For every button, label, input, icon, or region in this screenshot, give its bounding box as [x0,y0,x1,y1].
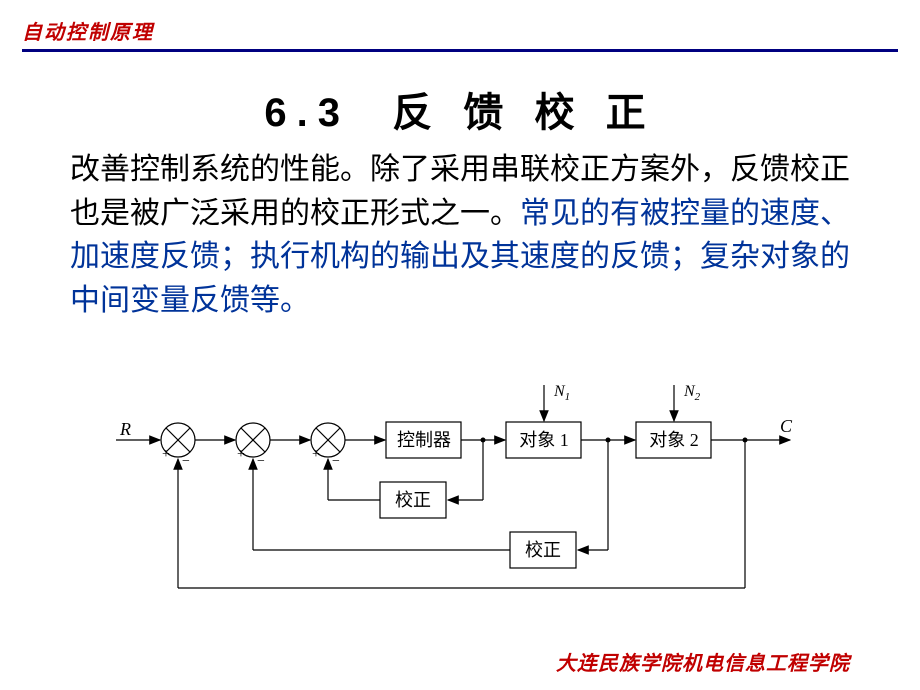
sum1-minus: − [182,454,190,469]
sum3-plus: + [312,447,320,462]
header-divider [22,49,898,52]
sum3-minus: − [332,454,340,469]
input-label: R [119,419,131,439]
course-title: 自动控制原理 [22,16,898,45]
body-paragraph: 改善控制系统的性能。除了采用串联校正方案外，反馈校正也是被广泛采用的校正形式之一… [70,148,860,322]
plant1-label: 对象 1 [519,430,569,450]
sum2-minus: − [257,454,265,469]
correction2-label: 校正 [525,540,561,560]
controller-label: 控制器 [397,430,451,450]
sum2-plus: + [237,447,245,462]
correction1-label: 校正 [395,490,431,510]
sum1-plus: + [162,447,170,462]
section-name: 反 馈 校 正 [392,91,655,135]
n2-label: N2 [683,383,701,403]
block-diagram: R + − + − + − 控制器 对象 1 对象 2 C N1 N2 校正 [110,370,810,600]
slide-header: 自动控制原理 [0,0,920,58]
section-number: 6.3 [264,91,350,135]
plant2-label: 对象 2 [649,430,699,450]
section-title: 6.3 反 馈 校 正 [0,80,920,138]
n1-label: N1 [553,383,570,403]
footer-text: 大连民族学院机电信息工程学院 [556,647,850,676]
output-label: C [780,416,793,436]
